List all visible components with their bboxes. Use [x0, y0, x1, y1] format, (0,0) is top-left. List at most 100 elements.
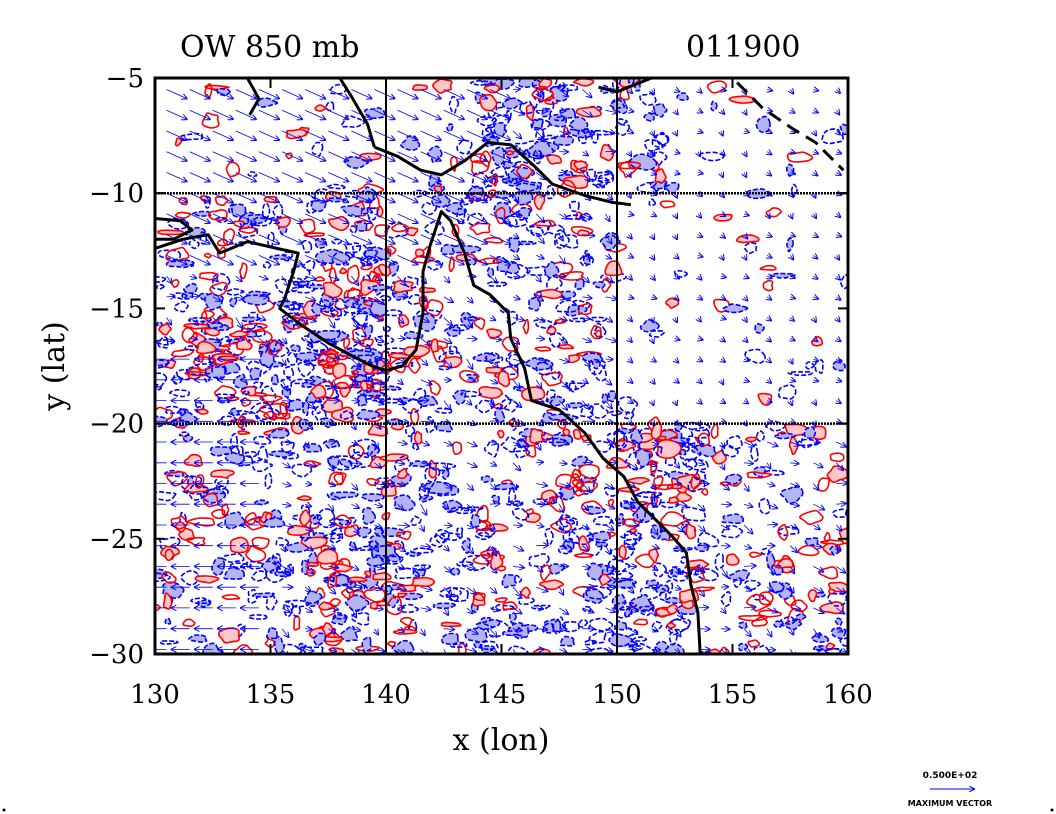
- positive-contour: [166, 471, 189, 487]
- wind-vector: [281, 130, 302, 140]
- negative-contour: [651, 133, 670, 148]
- positive-contour: [372, 572, 392, 581]
- x-tick-label: 130: [130, 680, 180, 710]
- negative-contour: [157, 336, 169, 349]
- wind-vector: [282, 525, 293, 527]
- negative-contour: [804, 361, 816, 370]
- wind-vector: [305, 359, 310, 364]
- positive-contour: [660, 511, 688, 527]
- negative-contour: [249, 401, 275, 421]
- negative-contour: [265, 592, 278, 611]
- negative-contour: [608, 632, 633, 648]
- negative-contour: [582, 352, 604, 363]
- negative-contour: [249, 367, 262, 381]
- wind-vector: [420, 358, 428, 365]
- wind-vector: [258, 213, 279, 223]
- wind-vector: [189, 255, 210, 264]
- negative-contour: [518, 240, 537, 246]
- negative-contour: [286, 351, 298, 366]
- negative-contour: [253, 435, 272, 445]
- positive-contour: [555, 473, 579, 491]
- wind-vector: [420, 546, 431, 547]
- wind-vector: [397, 109, 418, 119]
- positive-contour: [264, 638, 276, 649]
- positive-contour: [332, 362, 347, 380]
- wind-vector: [258, 296, 268, 297]
- positive-contour: [399, 616, 413, 627]
- positive-contour: [558, 270, 584, 281]
- chart-title: OW 850 mb: [180, 30, 359, 65]
- negative-contour: [620, 532, 643, 541]
- wind-vector: [212, 192, 233, 202]
- negative-contour: [356, 394, 368, 408]
- negative-contour: [584, 505, 606, 515]
- negative-contour: [685, 457, 698, 471]
- positive-contour: [607, 531, 616, 537]
- negative-contour: [790, 183, 798, 198]
- negative-contour: [423, 220, 445, 236]
- wind-vector: [328, 192, 348, 202]
- negative-contour: [330, 491, 359, 499]
- negative-contour: [529, 225, 544, 236]
- negative-contour: [240, 416, 247, 431]
- wind-vector: [397, 275, 406, 285]
- wind-vector: [304, 255, 325, 264]
- positive-contour: [520, 386, 546, 402]
- wind-vector: [351, 172, 371, 182]
- negative-contour: [556, 84, 579, 92]
- positive-contour: [221, 594, 241, 601]
- negative-contour: [446, 123, 454, 133]
- negative-contour: [779, 616, 796, 625]
- wind-vector: [305, 442, 309, 447]
- wind-vector: [305, 587, 311, 591]
- negative-contour: [554, 116, 566, 122]
- negative-contour: [329, 527, 350, 536]
- positive-contour: [746, 593, 772, 612]
- positive-contour: [414, 248, 425, 258]
- positive-contour: [659, 200, 676, 209]
- negative-contour: [187, 317, 212, 323]
- negative-contour: [321, 533, 342, 540]
- positive-contour: [405, 226, 419, 237]
- positive-contour: [483, 84, 500, 94]
- wind-vector: [281, 379, 287, 391]
- positive-contour: [241, 322, 268, 332]
- negative-contour: [234, 241, 245, 247]
- wind-vector: [258, 255, 279, 264]
- negative-contour: [451, 244, 482, 254]
- wind-vector: [443, 151, 464, 161]
- wind-vector: [351, 255, 371, 264]
- positive-contour: [546, 325, 557, 335]
- positive-contour: [197, 354, 205, 363]
- positive-contour: [448, 256, 455, 273]
- negative-contour: [188, 237, 200, 250]
- wind-vector: [328, 503, 333, 511]
- negative-contour: [456, 527, 464, 539]
- negative-contour: [744, 579, 761, 591]
- positive-contour: [478, 386, 503, 400]
- negative-contour: [410, 432, 422, 445]
- wind-vector: [328, 608, 338, 610]
- negative-contour: [738, 621, 748, 630]
- wind-vector: [351, 380, 357, 385]
- wind-vector: [305, 649, 313, 651]
- negative-contour: [311, 141, 324, 157]
- wind-vector: [304, 338, 312, 347]
- wind-vector: [212, 255, 233, 264]
- negative-contour: [264, 472, 273, 490]
- negative-contour: [532, 149, 543, 165]
- negative-contour: [223, 567, 246, 580]
- negative-contour: [159, 640, 179, 645]
- negative-contour: [754, 322, 765, 334]
- wind-vector: [397, 463, 405, 464]
- positive-contour: [546, 154, 563, 165]
- positive-contour: [472, 591, 486, 602]
- negative-contour: [450, 641, 468, 649]
- negative-contour: [355, 221, 368, 232]
- positive-contour: [572, 428, 582, 440]
- wind-vector: [351, 234, 371, 244]
- negative-contour: [681, 442, 696, 449]
- wind-vector: [351, 442, 357, 445]
- positive-contour: [210, 469, 235, 479]
- positive-contour: [573, 552, 593, 559]
